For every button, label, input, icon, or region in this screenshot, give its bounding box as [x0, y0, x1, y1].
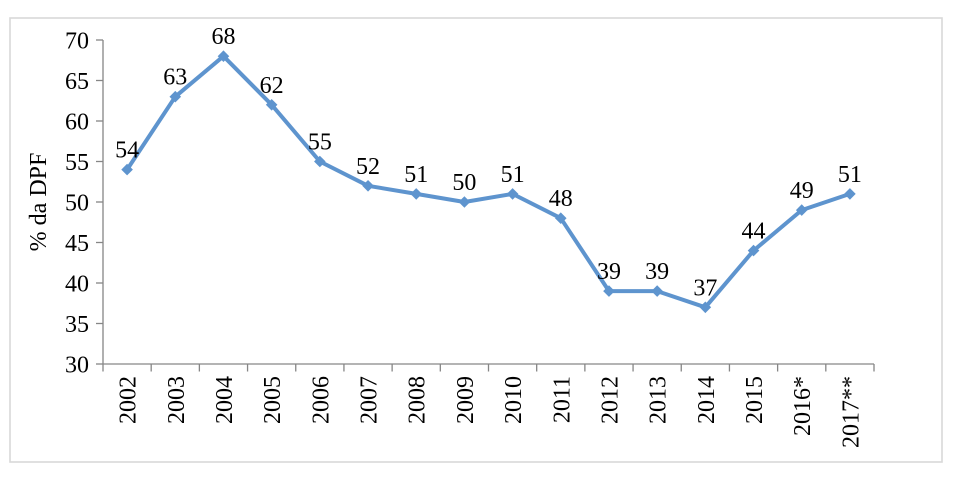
y-axis-tick-label: 45 — [65, 231, 89, 257]
data-label: 51 — [838, 162, 862, 188]
data-point-marker — [844, 188, 856, 200]
data-label: 39 — [597, 259, 621, 285]
data-point-marker — [795, 204, 808, 216]
data-label: 37 — [693, 275, 717, 301]
x-axis-category-label: 2015 — [742, 376, 768, 424]
data-point-marker — [458, 196, 471, 208]
data-point-marker — [651, 285, 663, 297]
data-point-marker — [554, 212, 567, 224]
data-point-marker — [506, 188, 519, 200]
x-axis-category-label: 2013 — [646, 376, 672, 424]
data-label: 62 — [260, 73, 284, 99]
data-point-marker — [362, 180, 374, 192]
x-axis-category-label: 2017** — [838, 376, 864, 448]
y-axis-tick-label: 55 — [65, 150, 89, 176]
data-point-marker — [121, 163, 133, 176]
data-point-marker — [265, 99, 278, 111]
data-label: 54 — [115, 138, 139, 164]
x-axis-category-label: 2003 — [164, 376, 190, 424]
x-axis-category-label: 2007 — [357, 376, 383, 424]
x-axis-category-label: 2011 — [549, 376, 575, 423]
y-axis-tick-label: 65 — [65, 69, 89, 95]
data-label: 44 — [742, 219, 766, 245]
data-point-marker — [699, 301, 712, 314]
x-axis-category-label: 2004 — [212, 376, 238, 424]
y-axis-tick-label: 70 — [65, 28, 89, 54]
x-axis-category-label: 2009 — [453, 376, 479, 424]
x-axis-category-label: 2016* — [790, 376, 816, 436]
data-point-marker — [314, 155, 326, 168]
data-label: 48 — [549, 186, 573, 212]
figure-border — [9, 17, 943, 463]
data-label: 39 — [645, 259, 669, 285]
data-point-marker — [747, 244, 760, 257]
x-axis-category-label: 2006 — [308, 376, 334, 424]
data-point-marker — [169, 90, 182, 103]
series-line — [125, 54, 852, 310]
data-label: 51 — [501, 162, 525, 188]
y-axis-tick-label: 30 — [65, 352, 89, 378]
data-point-marker — [410, 188, 423, 200]
data-point-marker — [217, 50, 230, 62]
data-label: 55 — [308, 130, 332, 156]
data-label: 50 — [452, 170, 476, 196]
x-axis-category-label: 2014 — [694, 376, 720, 424]
x-axis-category-label: 2012 — [597, 376, 623, 424]
y-axis-tick-label: 40 — [65, 271, 89, 297]
y-axis-tick-label: 60 — [65, 109, 89, 135]
data-label: 63 — [163, 65, 187, 91]
data-label: 68 — [211, 24, 235, 50]
x-axis-category-label: 2010 — [501, 376, 527, 424]
data-label: 51 — [404, 162, 428, 188]
y-axis-tick-label: 50 — [65, 190, 89, 216]
data-point-marker — [603, 285, 615, 297]
data-label: 49 — [790, 178, 814, 204]
x-axis-category-label: 2005 — [260, 376, 286, 424]
x-axis-category-label: 2002 — [116, 376, 142, 424]
data-label: 52 — [356, 154, 380, 180]
y-axis-tick-label: 35 — [65, 312, 89, 338]
x-axis-category-label: 2008 — [405, 376, 431, 424]
y-axis-title: % da DPF — [26, 153, 52, 252]
